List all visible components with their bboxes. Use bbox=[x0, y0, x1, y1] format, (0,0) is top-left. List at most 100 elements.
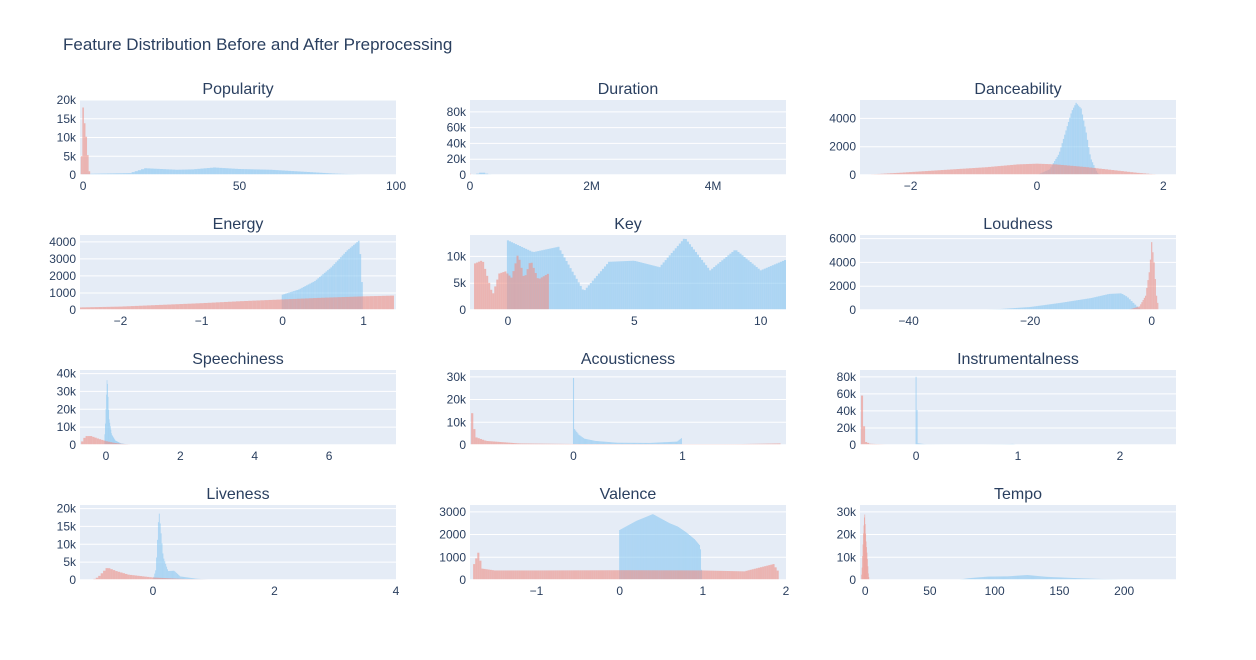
histogram-bar bbox=[721, 260, 724, 310]
histogram-bar bbox=[1019, 307, 1022, 310]
x-tick-label: −2 bbox=[904, 179, 918, 193]
histogram-bar bbox=[1103, 295, 1106, 310]
plot-area bbox=[860, 370, 1176, 445]
histogram-bar bbox=[998, 576, 1000, 580]
histogram-bar bbox=[222, 168, 226, 175]
histogram-bar bbox=[1092, 167, 1096, 175]
histogram-bar bbox=[864, 514, 866, 580]
plot-area bbox=[470, 100, 786, 175]
histogram-bar bbox=[276, 299, 281, 310]
histogram-bar bbox=[654, 515, 656, 580]
histogram-bar bbox=[216, 167, 220, 175]
histogram-bar bbox=[1145, 295, 1147, 310]
histogram-bar bbox=[620, 442, 623, 445]
histogram-bar bbox=[995, 576, 997, 580]
histogram-bar bbox=[593, 278, 596, 310]
y-tick-label: 0 bbox=[69, 573, 76, 587]
histogram-bar bbox=[1062, 138, 1065, 175]
histogram-bar bbox=[626, 442, 628, 445]
histogram-bar bbox=[1088, 147, 1090, 175]
histogram-bar bbox=[1037, 575, 1039, 580]
histogram-bar bbox=[737, 251, 740, 310]
y-tick-label: 0 bbox=[849, 168, 856, 182]
histogram-bar bbox=[547, 570, 551, 580]
histogram-bar bbox=[105, 409, 107, 445]
histogram-bar bbox=[571, 271, 574, 310]
histogram-bar bbox=[1045, 576, 1047, 580]
histogram-bar bbox=[1050, 577, 1052, 580]
histogram-bar bbox=[266, 169, 270, 175]
histogram-bar bbox=[1021, 575, 1023, 580]
subplot-title: Duration bbox=[598, 81, 658, 98]
histogram-bar bbox=[523, 443, 526, 445]
y-tick-label: 0 bbox=[849, 438, 856, 452]
subplot-title: Liveness bbox=[206, 486, 269, 503]
histogram-bar bbox=[1010, 576, 1012, 580]
histogram-bar bbox=[1141, 302, 1143, 310]
histogram-bar bbox=[608, 261, 611, 310]
histogram-bar bbox=[158, 513, 160, 580]
series-0 bbox=[81, 167, 392, 175]
histogram-bar bbox=[621, 528, 623, 580]
histogram-bar bbox=[107, 568, 111, 580]
histogram-bar bbox=[476, 262, 479, 310]
histogram-bar bbox=[574, 429, 576, 445]
histogram-bar bbox=[1095, 168, 1099, 175]
histogram-bar bbox=[494, 286, 497, 310]
histogram-bar bbox=[1005, 576, 1007, 580]
histogram-bar bbox=[674, 248, 677, 310]
histogram-bar bbox=[191, 578, 193, 580]
histogram-bar bbox=[319, 172, 323, 175]
histogram-bar bbox=[783, 260, 786, 310]
histogram-bar bbox=[631, 570, 634, 580]
histogram-bar bbox=[510, 570, 513, 580]
x-tick-label: 1 bbox=[679, 449, 686, 463]
histogram-bar bbox=[622, 442, 624, 445]
histogram-bar bbox=[719, 262, 722, 310]
histogram-bar bbox=[1066, 165, 1071, 175]
histogram-bar bbox=[498, 273, 501, 310]
histogram-bar bbox=[154, 577, 157, 580]
histogram-bar bbox=[603, 441, 605, 445]
series-1 bbox=[80, 295, 394, 310]
histogram-bar bbox=[994, 576, 996, 580]
histogram-bar bbox=[522, 275, 525, 310]
y-tick-label: 0 bbox=[69, 168, 76, 182]
histogram-bar bbox=[602, 441, 604, 445]
histogram-bar bbox=[203, 168, 207, 175]
subplot-title: Danceability bbox=[974, 81, 1061, 98]
histogram-bar bbox=[306, 172, 310, 175]
histogram-bar bbox=[580, 436, 582, 445]
histogram-bar bbox=[768, 565, 771, 580]
histogram-bar bbox=[684, 238, 687, 310]
histogram-bar bbox=[625, 442, 627, 445]
histogram-bar bbox=[486, 275, 489, 310]
histogram-bar bbox=[1035, 163, 1039, 175]
histogram-bar bbox=[863, 426, 866, 445]
histogram-bar bbox=[968, 578, 970, 580]
histogram-bar bbox=[349, 296, 354, 310]
histogram-bar bbox=[1077, 300, 1080, 310]
histogram-bar bbox=[1057, 303, 1060, 310]
histogram-bar bbox=[139, 576, 142, 580]
histogram-bar bbox=[539, 570, 542, 580]
histogram-bar bbox=[1043, 576, 1045, 580]
histogram-bar bbox=[1049, 576, 1051, 580]
histogram-bar bbox=[80, 156, 83, 175]
histogram-bar bbox=[1123, 171, 1128, 175]
histogram-bar bbox=[323, 272, 326, 310]
histogram-bar bbox=[185, 577, 187, 580]
histogram-bar bbox=[1062, 577, 1064, 580]
histogram-bar bbox=[227, 301, 232, 310]
histogram-bar bbox=[492, 441, 496, 445]
histogram-bar bbox=[674, 570, 677, 580]
histogram-bar bbox=[88, 171, 91, 175]
x-tick-label: 50 bbox=[923, 584, 937, 598]
histogram-bar bbox=[1059, 577, 1061, 580]
y-tick-label: 20k bbox=[837, 528, 857, 542]
histogram-bar bbox=[999, 576, 1001, 580]
histogram-bar bbox=[772, 564, 775, 580]
histogram-bar bbox=[487, 569, 490, 580]
y-tick-label: 10k bbox=[57, 131, 77, 145]
histogram-bar bbox=[303, 171, 307, 175]
